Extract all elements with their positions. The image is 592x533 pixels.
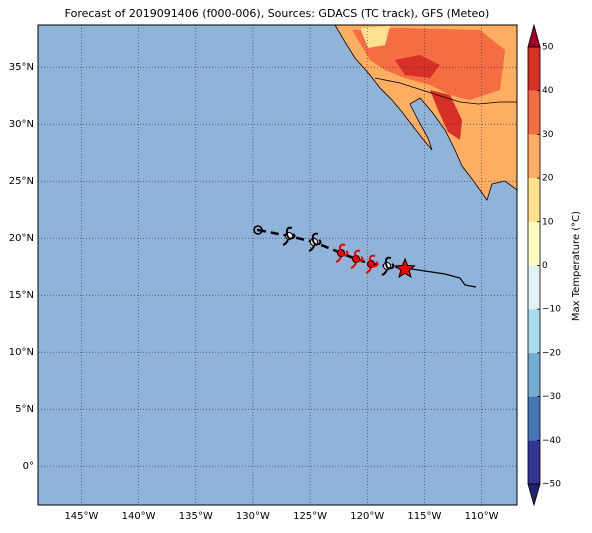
x-tick-label: 130°W xyxy=(236,511,270,522)
map-frame xyxy=(37,24,518,506)
colorbar-tick-label: 50 xyxy=(542,43,554,53)
colorbar-tick-label: −40 xyxy=(542,436,561,446)
colorbar-over xyxy=(527,23,541,48)
colorbar: −50 −40 −30 −20 −10 0 10 20 30 40 50 xyxy=(527,23,561,507)
x-tick-label: 145°W xyxy=(64,511,98,522)
colorbar-tick-label: 0 xyxy=(542,261,548,271)
colorbar-tick-label: −30 xyxy=(542,392,561,402)
y-tick-label: 35°N xyxy=(9,62,34,73)
colorbar-bin xyxy=(528,352,540,397)
colorbar-tick-label: 30 xyxy=(542,130,554,140)
colorbar-bin xyxy=(528,440,540,484)
colorbar-under xyxy=(527,483,541,507)
colorbar-tick-label: −20 xyxy=(542,348,561,358)
colorbar-bin xyxy=(528,265,540,310)
past-track xyxy=(404,267,477,288)
track-point xyxy=(256,228,260,232)
track xyxy=(253,225,477,288)
current-position xyxy=(394,257,416,279)
hot-zone xyxy=(395,55,440,78)
title: Forecast of 2019091406 (f000-006), Sourc… xyxy=(65,7,490,20)
y-tick-label: 15°N xyxy=(9,290,34,301)
border xyxy=(374,77,517,105)
colorbar-bin xyxy=(528,396,540,441)
x-tick-label: 120°W xyxy=(350,511,384,522)
grid xyxy=(38,25,517,505)
y-tick-label: 25°N xyxy=(9,176,34,187)
x-tick-label: 125°W xyxy=(293,511,327,522)
colorbar-bin xyxy=(528,309,540,353)
y-tick-label: 5°N xyxy=(15,404,34,415)
y-tick-label: 10°N xyxy=(9,347,34,358)
colorbar-tick-label: 20 xyxy=(542,174,554,184)
colorbar-label: Max Temperature (°C) xyxy=(571,211,582,321)
colorbar-bin xyxy=(528,178,540,222)
x-tick-label: 115°W xyxy=(407,511,441,522)
colorbar-bin xyxy=(528,221,540,266)
y-tick-label: 0° xyxy=(23,461,34,472)
colorbar-tick-label: −50 xyxy=(542,480,561,490)
map xyxy=(38,25,517,505)
colorbar-bin xyxy=(528,47,540,91)
colorbar-bin xyxy=(528,134,540,179)
colorbar-tick-label: 10 xyxy=(542,217,554,227)
storm-symbols xyxy=(282,226,395,276)
track-point xyxy=(253,225,263,235)
colorbar-tick-label: −10 xyxy=(542,305,561,315)
x-tick-label: 135°W xyxy=(179,511,213,522)
colorbar-bin xyxy=(528,90,540,135)
y-tick-label: 30°N xyxy=(9,119,34,130)
x-tick-label: 110°W xyxy=(465,511,499,522)
x-tick-label: 140°W xyxy=(122,511,156,522)
colorbar-tick-label: 40 xyxy=(542,86,554,96)
y-tick-label: 20°N xyxy=(9,233,34,244)
hot-zone xyxy=(430,90,462,140)
